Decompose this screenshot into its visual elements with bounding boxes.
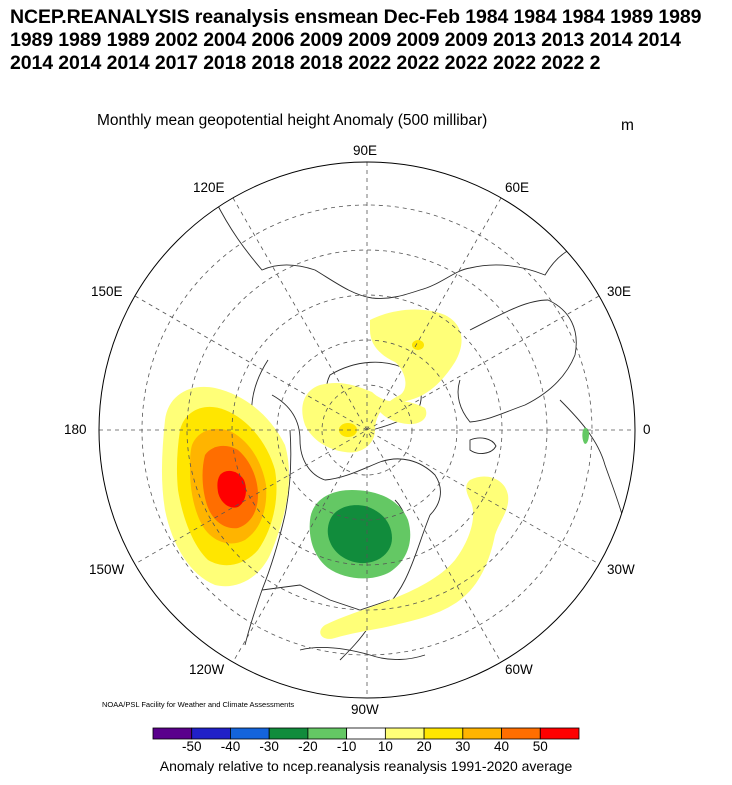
colorbar-tick-label: -50: [181, 739, 202, 754]
colorbar: [152, 727, 580, 740]
iceland: [469, 437, 497, 454]
colorbar-swatch: [423, 727, 464, 740]
pacific-anomaly-50: [217, 470, 246, 508]
colorbar-swatch: [501, 727, 541, 740]
colorbar-tick-label: 30: [455, 739, 471, 754]
atlantic-anomaly-10-b: [375, 400, 427, 425]
colorbar-swatch: [268, 727, 309, 740]
arctic-anomaly-20-b: [412, 340, 424, 350]
lon-label-150w: 150W: [89, 562, 125, 577]
lon-label-30w: 30W: [607, 562, 635, 577]
map-boundary: [98, 161, 636, 699]
colorbar-swatch: [230, 727, 270, 740]
map-disc: [99, 162, 635, 698]
east-anomaly-m10: [582, 427, 589, 444]
credit-text: NOAA/PSL Facility for Weather and Climat…: [102, 700, 295, 709]
colorbar-tick-label: 20: [416, 739, 432, 754]
colorbar-swatch: [539, 727, 580, 740]
lon-label-90w: 90W: [351, 702, 379, 717]
colorbar-tick-label: -40: [220, 739, 241, 754]
unit-label: m: [621, 117, 634, 134]
us-interior: [261, 584, 391, 611]
lon-label-120e: 120E: [193, 180, 225, 195]
atlantic-anomaly-10: [320, 476, 509, 639]
north-america-arctic: [271, 394, 441, 516]
graticule: [99, 162, 635, 698]
canada-anomaly-m20: [327, 505, 392, 564]
colorbar-tick-label: -20: [298, 739, 318, 754]
colorbar-swatch: [384, 727, 425, 740]
gulf-coast: [299, 647, 426, 660]
map-subtitle: Monthly mean geopotential height Anomaly…: [97, 112, 488, 129]
map-title: NCEP.REANALYSIS reanalysis ensmean Dec-F…: [10, 6, 702, 74]
lon-label-90e: 90E: [353, 143, 378, 158]
lon-label-120w: 120W: [189, 662, 225, 677]
colorbar-tick-label: -30: [259, 739, 279, 754]
colorbar-tick-label: -10: [336, 739, 357, 754]
north-america-west: [244, 429, 292, 646]
colorbar-tick-label: 10: [377, 739, 393, 754]
colorbar-tick-label: 50: [532, 739, 548, 754]
scandinavia-coast: [457, 299, 577, 423]
colorbar-caption: Anomaly relative to ncep.reanalysis rean…: [159, 758, 573, 774]
colorbar-swatch: [346, 727, 386, 740]
siberia-coast: [214, 199, 601, 299]
colorbar-tick-label: 40: [494, 739, 510, 754]
colorbar-swatch: [152, 727, 193, 740]
lon-label-30e: 30E: [607, 284, 632, 299]
colorbar-swatch: [307, 727, 348, 740]
colorbar-swatch: [462, 727, 502, 740]
lon-label-60w: 60W: [505, 662, 533, 677]
lon-label-180: 180: [64, 422, 87, 437]
colorbar-swatch: [191, 727, 231, 740]
lon-label-60e: 60E: [505, 180, 530, 195]
europe-coast: [559, 399, 626, 526]
lon-label-150e: 150E: [91, 284, 123, 299]
lon-label-0: 0: [643, 422, 651, 437]
